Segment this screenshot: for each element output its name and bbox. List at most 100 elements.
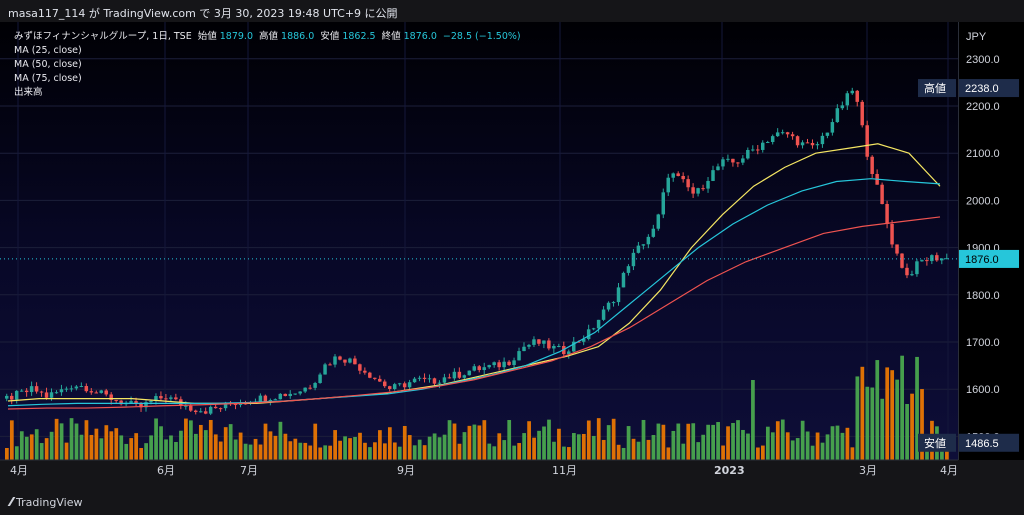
candle bbox=[323, 364, 327, 375]
candle bbox=[517, 351, 521, 361]
candle bbox=[611, 302, 616, 304]
candle bbox=[825, 132, 830, 136]
low-value: 1862.5 bbox=[342, 31, 376, 42]
candle bbox=[840, 105, 845, 109]
candle bbox=[865, 125, 869, 157]
volume-bar bbox=[308, 445, 313, 460]
volume-bar bbox=[298, 442, 303, 460]
x-tick-label: 2023 bbox=[714, 464, 745, 477]
volume-bar bbox=[477, 425, 482, 460]
volume-bar bbox=[542, 426, 546, 460]
candle bbox=[422, 377, 427, 379]
candle bbox=[830, 122, 835, 133]
y-tick-label: 2100.0 bbox=[966, 148, 1000, 160]
volume-bar bbox=[646, 439, 651, 460]
candle bbox=[621, 272, 626, 288]
volume-bar bbox=[825, 434, 830, 460]
candle bbox=[387, 386, 392, 389]
ma1-label[interactable]: MA (25, close) bbox=[14, 45, 82, 56]
volume-bar bbox=[144, 443, 148, 460]
volume-bar bbox=[407, 435, 412, 460]
candle bbox=[552, 346, 556, 349]
volume-bar bbox=[651, 435, 656, 460]
candle bbox=[487, 365, 491, 368]
candle bbox=[59, 389, 64, 393]
candle bbox=[213, 406, 218, 409]
volume-bar bbox=[368, 447, 372, 460]
candle bbox=[452, 371, 457, 379]
ma3-label[interactable]: MA (75, close) bbox=[14, 73, 82, 84]
candle bbox=[303, 387, 307, 392]
volume-label[interactable]: 出来高 bbox=[14, 87, 43, 98]
candle bbox=[64, 388, 69, 390]
volume-bar bbox=[805, 431, 810, 460]
candle bbox=[94, 392, 99, 394]
top-bar: masa117_114 が TradingView.com で 3月 30, 2… bbox=[0, 0, 1024, 22]
legend: みずほフィナンシャルグループ, 1日, TSE 始値 1879.0 高値 1886.… bbox=[14, 30, 524, 100]
candle bbox=[646, 236, 651, 245]
candle bbox=[358, 364, 362, 371]
candle bbox=[800, 142, 805, 146]
volume-bar bbox=[875, 360, 880, 460]
candle bbox=[885, 204, 889, 224]
candle bbox=[656, 214, 661, 229]
candle bbox=[328, 364, 332, 366]
volume-bar bbox=[412, 445, 417, 460]
candle bbox=[412, 378, 417, 383]
candle bbox=[775, 132, 780, 137]
volume-bar bbox=[736, 420, 740, 460]
volume-bar bbox=[681, 443, 686, 460]
volume-bar bbox=[109, 431, 114, 460]
candle bbox=[79, 386, 84, 388]
candle bbox=[880, 184, 884, 205]
candle bbox=[29, 386, 34, 393]
low-label: 安値 bbox=[320, 31, 340, 42]
high-marker-bg bbox=[918, 79, 956, 98]
volume-bar bbox=[552, 441, 556, 460]
candle bbox=[736, 162, 740, 164]
volume-bar bbox=[139, 447, 144, 460]
candle bbox=[383, 381, 387, 387]
candle bbox=[462, 375, 467, 378]
ma2-label[interactable]: MA (50, close) bbox=[14, 59, 82, 70]
volume-bar bbox=[731, 422, 735, 460]
price-chart[interactable]: JPY2300.02200.02100.02000.01900.01800.01… bbox=[0, 0, 1024, 481]
candle bbox=[208, 406, 213, 414]
volume-bar bbox=[392, 442, 397, 460]
candle bbox=[567, 351, 571, 355]
candle bbox=[586, 329, 591, 340]
volume-bar bbox=[174, 441, 178, 460]
chart-area[interactable] bbox=[0, 22, 958, 460]
candle bbox=[502, 361, 506, 368]
volume-bar bbox=[159, 426, 163, 460]
volume-bar bbox=[865, 386, 870, 460]
close-value: 1876.0 bbox=[403, 31, 437, 42]
currency-label: JPY bbox=[966, 31, 987, 43]
volume-bar bbox=[472, 424, 477, 460]
last-price-label: 1876.0 bbox=[965, 254, 999, 266]
candle bbox=[581, 339, 586, 342]
volume-bar bbox=[99, 438, 104, 460]
volume-bar bbox=[164, 439, 168, 460]
volume-bar bbox=[611, 418, 616, 460]
volume-bar bbox=[656, 423, 661, 460]
candle bbox=[407, 382, 412, 388]
candle bbox=[104, 390, 108, 395]
volume-bar bbox=[845, 427, 850, 460]
volume-bar bbox=[64, 442, 69, 460]
tradingview-logo[interactable]: ⁄⁄ TradingView bbox=[10, 495, 82, 509]
candle bbox=[49, 392, 54, 398]
volume-bar bbox=[119, 435, 124, 460]
volume-bar bbox=[432, 433, 437, 460]
candle bbox=[149, 400, 153, 403]
candle bbox=[263, 395, 268, 402]
volume-bar bbox=[348, 438, 352, 460]
candle bbox=[14, 390, 19, 400]
candle bbox=[895, 244, 899, 254]
candle bbox=[397, 383, 402, 385]
volume-bar bbox=[686, 423, 691, 460]
volume-bar bbox=[194, 433, 198, 460]
candle bbox=[930, 255, 934, 262]
volume-bar bbox=[621, 447, 626, 460]
volume-bar bbox=[457, 443, 462, 460]
